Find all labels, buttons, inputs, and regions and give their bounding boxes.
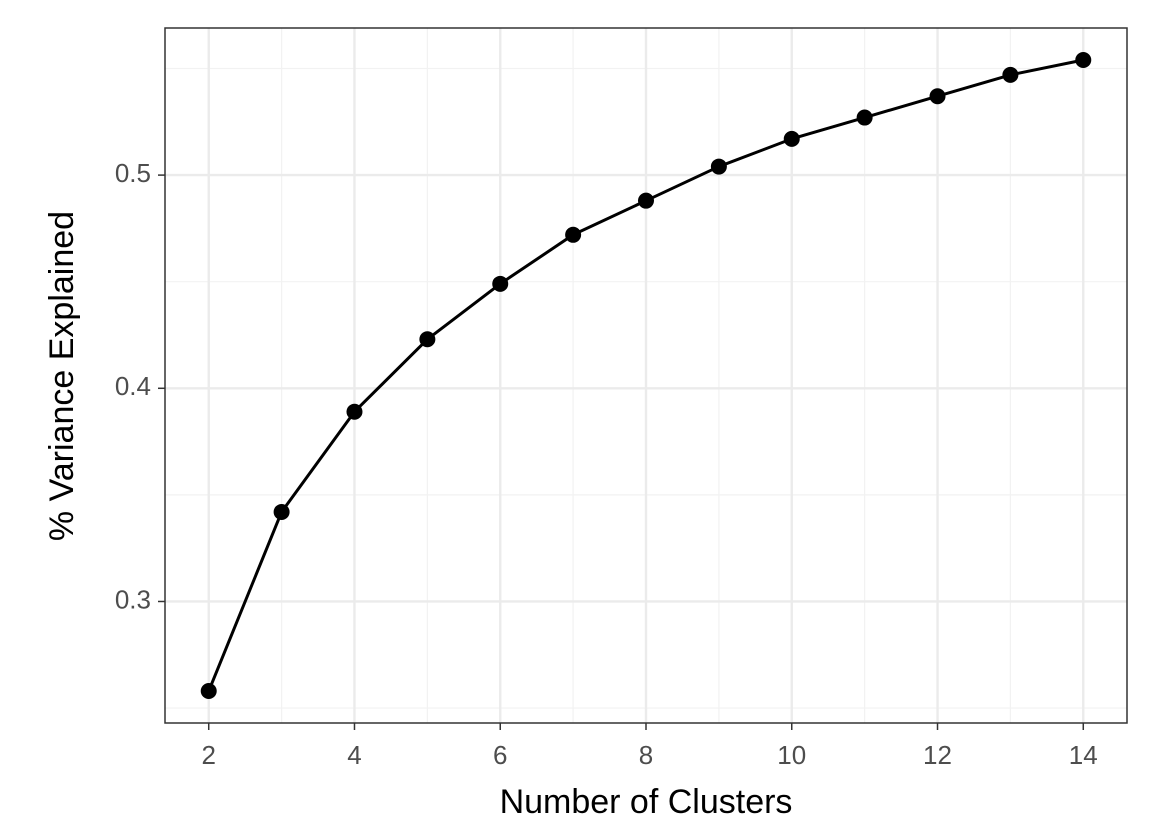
data-point <box>1075 51 1092 68</box>
x-tick-label: 4 <box>347 740 361 770</box>
x-tick-label: 10 <box>777 740 806 770</box>
data-point <box>419 331 436 348</box>
y-axis-title: % Variance Explained <box>43 211 81 541</box>
x-axis-title: Number of Clusters <box>500 783 793 821</box>
x-tick-label: 6 <box>493 740 507 770</box>
data-point <box>1002 66 1019 83</box>
plot-area <box>200 51 1092 700</box>
x-tick-label: 12 <box>923 740 952 770</box>
y-tick-label: 0.3 <box>115 584 151 614</box>
data-point <box>638 192 654 209</box>
data-point <box>783 130 800 147</box>
x-tick-label: 2 <box>201 740 215 770</box>
data-point <box>856 109 873 126</box>
panel-border <box>164 27 1128 724</box>
data-point <box>492 275 509 292</box>
data-point <box>273 503 290 520</box>
y-tick-label: 0.5 <box>115 158 151 188</box>
data-point <box>565 226 582 243</box>
data-point <box>710 158 727 175</box>
grid <box>165 28 1127 723</box>
y-tick-label: 0.4 <box>115 371 151 401</box>
data-point <box>200 683 217 700</box>
data-point <box>346 403 363 420</box>
x-tick-label: 8 <box>639 740 653 770</box>
data-point <box>929 88 946 105</box>
x-tick-label: 14 <box>1069 740 1098 770</box>
